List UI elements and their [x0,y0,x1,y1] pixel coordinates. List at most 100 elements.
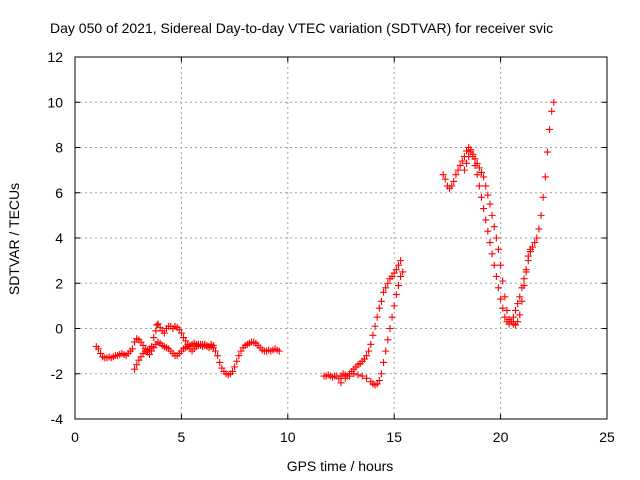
y-tick-label: 12 [47,49,63,65]
data-point [456,162,464,170]
data-point [516,293,524,301]
data-point [550,98,558,106]
data-point [480,173,488,181]
x-axis-label: GPS time / hours [287,458,394,474]
data-point [211,347,219,355]
grid-lines [75,57,607,419]
data-point [373,313,381,321]
data-point [397,272,405,280]
data-point [490,223,498,231]
data-point [535,225,543,233]
data-point [363,374,371,382]
data-point [375,304,383,312]
data-point [380,288,388,296]
data-point [394,282,402,290]
data-point [488,250,496,258]
data-point [392,291,400,299]
data-point [133,361,141,369]
data-point [128,345,136,353]
data-point [439,171,447,179]
data-point [520,275,528,283]
data-point [375,377,383,385]
y-tick-label: 8 [55,140,63,156]
data-point [275,347,283,355]
data-point [518,284,526,292]
data-point [488,211,496,219]
data-point [522,266,530,274]
data-point [365,347,373,355]
data-point [463,159,471,167]
data-point [452,171,460,179]
data-point [546,125,554,133]
data-point [228,367,236,375]
data-point [526,245,534,253]
data-point [497,295,505,303]
data-point [399,268,407,276]
data-point [524,252,532,260]
data-point [518,297,526,305]
data-point [367,340,375,348]
data-point [454,166,462,174]
data-point [537,211,545,219]
data-point [231,363,239,371]
data-point [501,313,509,321]
data-point [514,300,522,308]
data-point [533,234,541,242]
y-tick-label: 10 [47,94,63,110]
data-point [235,352,243,360]
data-point [214,352,222,360]
data-points [92,98,558,389]
data-point [377,370,385,378]
y-tick-label: 2 [55,275,63,291]
data-point [492,234,500,242]
data-point [371,322,379,330]
data-point [94,345,102,353]
data-point [460,166,468,174]
data-point [131,365,139,373]
data-point [501,293,509,301]
data-point [448,182,456,190]
axis-ticks: 0 5 10 15 20 25 -4 -2 0 2 4 6 8 10 12 [47,49,615,445]
data-point [350,370,358,378]
data-point [382,347,390,355]
data-point [486,239,494,247]
data-point [473,171,481,179]
data-point [388,313,396,321]
data-point [346,372,354,380]
y-tick-label: -4 [51,411,64,427]
x-tick-label: 5 [178,429,186,445]
data-point [490,261,498,269]
data-point [507,318,515,326]
data-point [467,148,475,156]
data-point [469,153,477,161]
data-point [497,261,505,269]
data-point [216,358,224,366]
chart-title: Day 050 of 2021, Sidereal Day-to-day VTE… [50,20,553,36]
y-axis-label: SDTVAR / TECUs [6,183,22,295]
data-point [148,343,156,351]
data-point [494,284,502,292]
data-point [150,334,158,342]
y-tick-label: 6 [55,185,63,201]
data-point [539,193,547,201]
data-point [358,372,366,380]
data-point [384,279,392,287]
data-point [494,245,502,253]
x-tick-label: 25 [599,429,615,445]
data-point [392,266,400,274]
data-point [486,200,494,208]
data-point [477,168,485,176]
data-point [509,313,517,321]
data-point [397,257,405,265]
data-point [386,325,394,332]
data-point [209,341,217,349]
data-point [369,331,377,339]
data-point [458,157,466,165]
data-point [450,177,458,185]
x-tick-label: 20 [493,429,509,445]
data-point [233,357,241,365]
data-point [477,193,485,201]
data-point [394,261,402,269]
data-point [541,173,549,181]
